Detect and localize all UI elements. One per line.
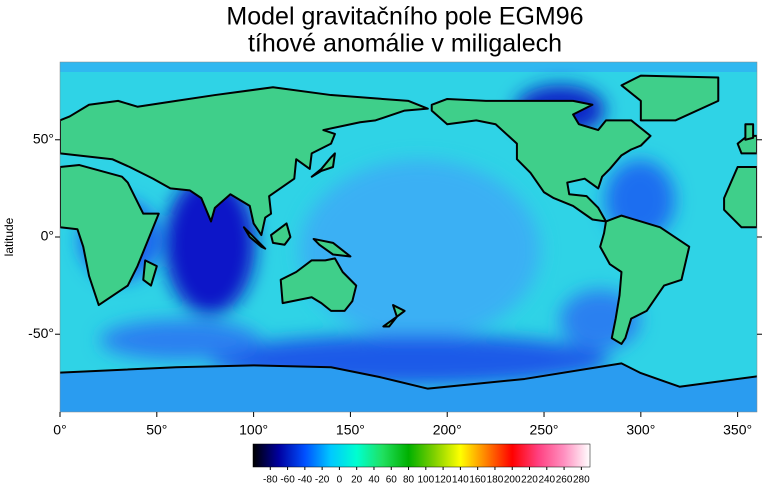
colorbar-tick-label: 160 <box>469 475 486 486</box>
chart-title: tíhové anomálie v miligalech <box>248 30 562 58</box>
colorbar-tick-label: 100 <box>417 475 434 486</box>
colorbar <box>252 443 591 468</box>
colorbar-tick-label: 260 <box>556 475 573 486</box>
x-tick-label: 250° <box>530 422 559 438</box>
y-tick-label: 50° <box>33 130 54 146</box>
map <box>60 62 757 412</box>
x-tick-label: 150° <box>336 422 365 438</box>
colorbar-tick-label: 80 <box>403 475 415 486</box>
y-tick-label: -50° <box>28 325 54 341</box>
colorbar-tick-label: 20 <box>351 475 363 486</box>
colorbar-tick-label: 140 <box>452 475 469 486</box>
colorbar-tick-label: 0 <box>337 475 343 486</box>
colorbar-tick-label: 280 <box>573 475 590 486</box>
chart-title: Model gravitačního pole EGM96 <box>226 3 583 31</box>
colorbar-tick-label: 60 <box>386 475 398 486</box>
colorbar-tick-label: 240 <box>538 475 555 486</box>
colorbar-tick-label: -40 <box>298 475 313 486</box>
colorbar-tick-label: -60 <box>280 475 295 486</box>
x-tick-label: 350° <box>723 422 752 438</box>
x-tick-label: 300° <box>626 422 655 438</box>
colorbar-tick-label: 200 <box>504 475 521 486</box>
y-axis-label: latitude <box>2 217 16 256</box>
colorbar-tick-label: 40 <box>368 475 380 486</box>
colorbar-tick-label: 180 <box>487 475 504 486</box>
colorbar-tick-label: -80 <box>263 475 278 486</box>
colorbar-tick-label: -20 <box>315 475 330 486</box>
colorbar-tick-label: 120 <box>435 475 452 486</box>
x-tick-label: 200° <box>433 422 462 438</box>
y-tick-label: 0° <box>41 228 54 244</box>
x-tick-label: 0° <box>53 422 66 438</box>
x-tick-label: 100° <box>239 422 268 438</box>
x-tick-label: 50° <box>146 422 167 438</box>
coastlines <box>60 76 757 412</box>
colorbar-tick-label: 220 <box>521 475 538 486</box>
